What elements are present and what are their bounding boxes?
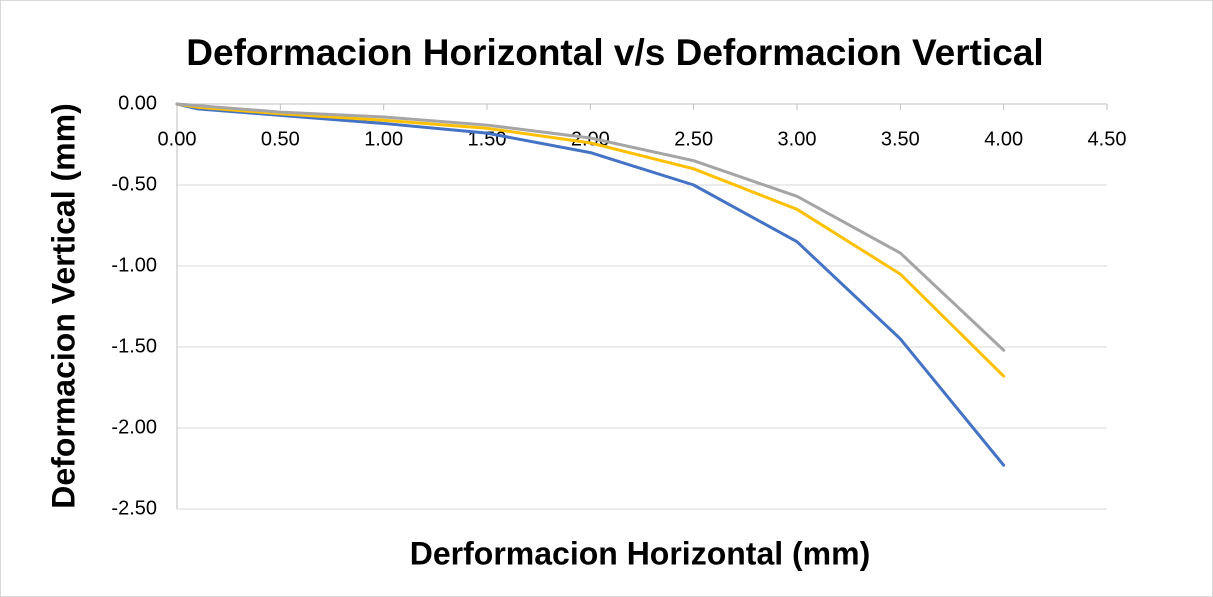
series-line xyxy=(175,102,1006,378)
x-axis-label: Derformacion Horizontal (mm) xyxy=(410,535,870,571)
x-tick-label: 3.50 xyxy=(881,128,920,150)
x-tick-label: 2.50 xyxy=(674,128,713,150)
y-tick-label: -1.00 xyxy=(111,254,157,276)
series-line xyxy=(175,102,1006,467)
chart-title: Deformacion Horizontal v/s Deformacion V… xyxy=(186,32,1043,73)
x-tick-label: 4.00 xyxy=(984,128,1023,150)
y-tick-label: -2.00 xyxy=(111,416,157,438)
y-tick-label: 0.00 xyxy=(118,92,157,114)
x-tick-label: 1.00 xyxy=(364,128,403,150)
x-tick-label: 0.00 xyxy=(158,128,197,150)
series-line xyxy=(175,102,1006,352)
x-tick-label: 4.50 xyxy=(1088,128,1127,150)
y-tick-label: -0.50 xyxy=(111,173,157,195)
y-tick-label: -1.50 xyxy=(111,335,157,357)
x-tick-label: 3.00 xyxy=(778,128,817,150)
x-tick-label: 0.50 xyxy=(261,128,300,150)
y-axis-label: Deformacion Vertical (mm) xyxy=(45,103,81,508)
y-tick-label: -2.50 xyxy=(111,497,157,519)
